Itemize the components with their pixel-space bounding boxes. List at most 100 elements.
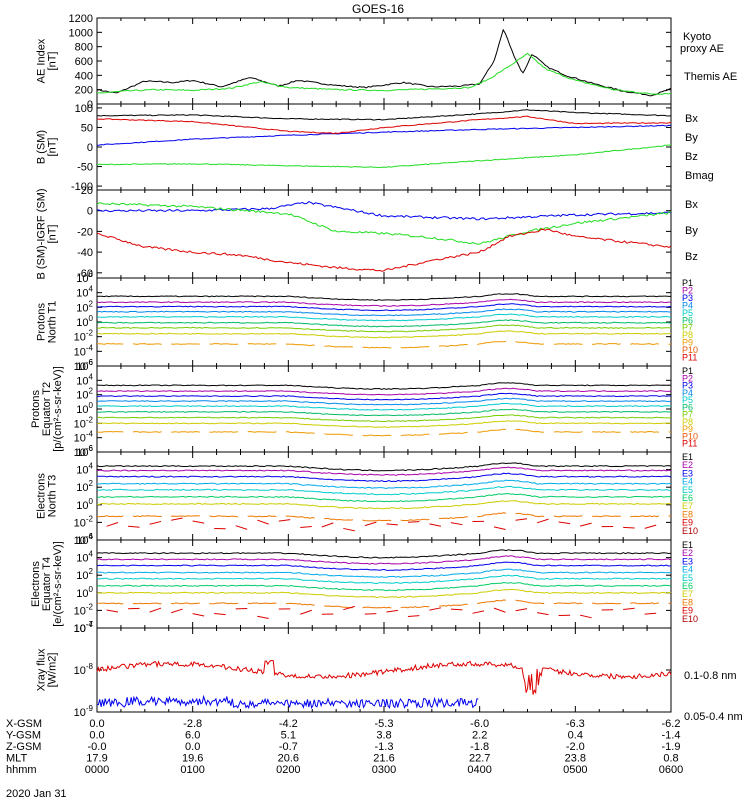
y-axis-label: B (SM) bbox=[36, 130, 48, 164]
x-row-value: 21.6 bbox=[373, 753, 394, 765]
x-row-value: -0.7 bbox=[279, 741, 298, 753]
legend-item: E1 bbox=[682, 452, 693, 462]
legend-item: E4 bbox=[682, 477, 693, 487]
x-row-value: -1.8 bbox=[470, 741, 489, 753]
flux-band bbox=[96, 330, 672, 339]
flux-segment bbox=[623, 526, 635, 529]
legend-item: Bz bbox=[685, 251, 698, 263]
flux-segment bbox=[386, 523, 398, 526]
flux-band bbox=[96, 574, 672, 585]
y-tick-label: -20 bbox=[77, 226, 93, 238]
xray-long-trace bbox=[96, 659, 672, 695]
x-row-value: 0500 bbox=[563, 764, 587, 776]
series-line bbox=[96, 28, 672, 97]
y-tick-label: 106 bbox=[76, 444, 93, 459]
legend-item: Bx bbox=[685, 113, 698, 125]
legend-item: 0.05-0.4 nm bbox=[684, 711, 743, 723]
x-row-value: 17.9 bbox=[86, 753, 107, 765]
flux-band bbox=[96, 428, 672, 437]
flux-segment bbox=[536, 518, 549, 524]
legend-item: P7 bbox=[682, 410, 693, 420]
y-tick-label: 104 bbox=[76, 372, 93, 387]
y-tick-label: 10-6 bbox=[74, 358, 94, 373]
y-tick-label: -50 bbox=[77, 162, 93, 174]
flux-segment bbox=[536, 612, 549, 616]
y-axis-label: B (SM)-IGRF (SM) bbox=[36, 188, 48, 279]
flux-band bbox=[96, 549, 672, 559]
flux-segment bbox=[257, 519, 269, 525]
legend-item: E6 bbox=[682, 581, 693, 591]
x-row-value: -6.0 bbox=[470, 718, 489, 730]
y-tick-label: 102 bbox=[76, 567, 93, 582]
legend-item: E10 bbox=[682, 614, 698, 624]
x-row-label: MLT bbox=[6, 753, 27, 765]
flux-segment bbox=[623, 607, 635, 611]
y-tick-label: 104 bbox=[76, 285, 93, 300]
y-tick-label: 100 bbox=[75, 103, 93, 115]
y-axis-label: [e/(cm²-s-sr-keV)] bbox=[52, 541, 64, 627]
flux-segment bbox=[493, 526, 506, 531]
x-row-value: -6.2 bbox=[662, 718, 681, 730]
legend-item: E8 bbox=[682, 597, 693, 607]
flux-segment bbox=[321, 522, 334, 528]
flux-segment bbox=[644, 612, 657, 615]
flux-segment bbox=[429, 607, 442, 611]
legend-item: E10 bbox=[682, 526, 698, 536]
flux-segment bbox=[257, 615, 269, 620]
legend-item: P8 bbox=[682, 330, 693, 340]
x-row-value: -5.3 bbox=[375, 718, 394, 730]
flux-segment bbox=[214, 612, 226, 616]
x-row-label: hhmm bbox=[6, 764, 37, 776]
panel-frame bbox=[96, 627, 672, 713]
y-tick-label: 1200 bbox=[69, 13, 93, 25]
y-tick-label: 10-2 bbox=[74, 602, 94, 617]
legend-item: E8 bbox=[682, 509, 693, 519]
flux-band bbox=[96, 402, 672, 411]
y-tick-label: 100 bbox=[76, 401, 93, 416]
flux-segment bbox=[343, 605, 355, 611]
y-tick-label: 10-2 bbox=[74, 329, 94, 344]
y-tick-label: -100 bbox=[71, 181, 93, 193]
legend-item: P11 bbox=[682, 439, 697, 449]
y-tick-label: 102 bbox=[76, 299, 93, 314]
x-row-value: 3.8 bbox=[376, 730, 391, 742]
y-axis-label: Protons bbox=[36, 303, 48, 341]
y-tick-label: 104 bbox=[76, 550, 93, 565]
x-row-value: -2.8 bbox=[183, 718, 202, 730]
flux-segment bbox=[170, 608, 183, 614]
legend-item: E7 bbox=[682, 589, 693, 599]
y-axis-label: Electrons bbox=[30, 561, 42, 607]
x-row-value: 2.2 bbox=[472, 730, 487, 742]
x-row-value: 0100 bbox=[180, 764, 204, 776]
flux-segment bbox=[364, 613, 377, 615]
y-tick-label: 100 bbox=[76, 497, 93, 512]
x-row-value: 0.8 bbox=[663, 753, 678, 765]
legend-item: P4 bbox=[682, 300, 693, 310]
x-row-value: 0400 bbox=[467, 764, 491, 776]
legend-item: P5 bbox=[682, 395, 693, 405]
flux-segment bbox=[644, 524, 657, 529]
x-row-value: 0600 bbox=[659, 764, 683, 776]
legend-item: E3 bbox=[682, 468, 693, 478]
flux-band bbox=[96, 466, 672, 476]
panel-bigrf: -60 -40 -20 0 20 B (SM)-IGRF (SM) [nT] Bx By Bz bbox=[36, 185, 699, 280]
legend-item: E2 bbox=[682, 548, 693, 558]
flux-band bbox=[97, 479, 672, 490]
flux-band bbox=[96, 397, 672, 406]
legend-item: proxy AE bbox=[680, 43, 724, 55]
y-tick-label: 10-4 bbox=[74, 430, 94, 445]
flux-band bbox=[97, 392, 671, 401]
y-tick-label: 10-4 bbox=[74, 620, 94, 635]
flux-segment bbox=[515, 518, 528, 521]
flux-band bbox=[96, 313, 672, 322]
y-axis-label: [p/(cm²-s-sr-keV)] bbox=[52, 366, 64, 452]
x-row-value: 5.1 bbox=[281, 730, 296, 742]
flux-band bbox=[96, 485, 671, 496]
flux-segment bbox=[429, 523, 442, 527]
legend: Bx By Bz bbox=[685, 199, 698, 263]
x-row-value: -1.4 bbox=[662, 730, 681, 742]
